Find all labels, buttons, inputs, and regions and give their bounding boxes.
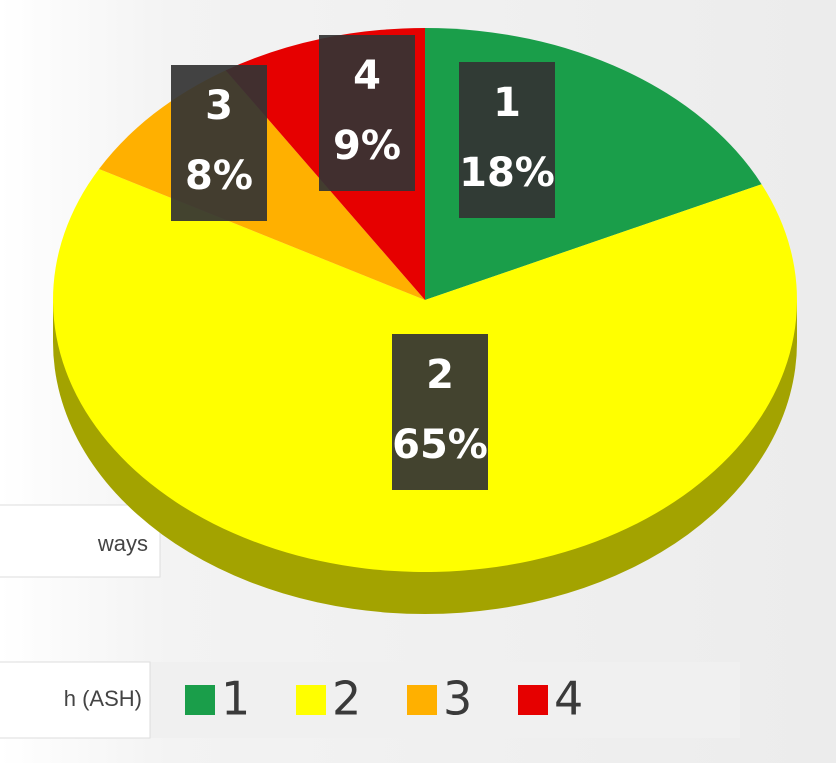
legend-label: 3 <box>443 672 472 726</box>
legend-swatch <box>296 685 326 715</box>
data-label-value: 65% <box>392 422 488 468</box>
data-label-category: 3 <box>205 83 233 129</box>
data-label-box <box>459 62 555 218</box>
legend-box <box>150 662 740 738</box>
pie <box>52 28 797 614</box>
annotation-box <box>0 504 161 578</box>
legend-swatch <box>185 685 215 715</box>
legend-label: 1 <box>221 672 250 726</box>
data-label-category: 2 <box>426 352 454 398</box>
data-label-value: 9% <box>333 123 401 169</box>
legend-label: 4 <box>554 672 583 726</box>
data-label-box <box>319 35 415 191</box>
annotation: ways <box>97 531 148 556</box>
data-label-category: 4 <box>353 53 381 99</box>
data-label-value: 18% <box>459 150 555 196</box>
legend-swatch <box>407 685 437 715</box>
data-label-box <box>392 334 488 490</box>
data-label-box <box>171 65 267 221</box>
data-label-value: 8% <box>185 153 253 199</box>
legend: 1 2 3 4 <box>185 672 583 726</box>
legend-swatch <box>518 685 548 715</box>
data-labels: 1 18% 2 65% 3 8% 4 9% <box>171 35 555 490</box>
annotation: h (ASH) <box>64 686 142 711</box>
annotation-box <box>0 661 151 739</box>
legend-label: 2 <box>332 672 361 726</box>
data-label-category: 1 <box>493 80 521 126</box>
